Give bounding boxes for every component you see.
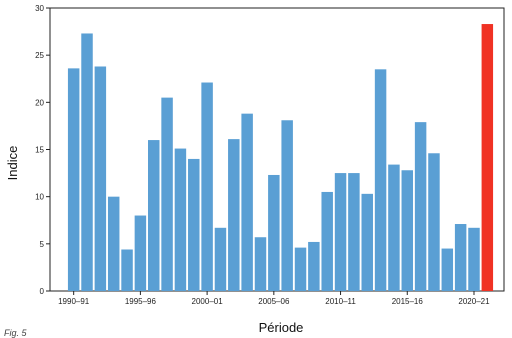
bar-1991–92 (81, 33, 93, 291)
bar-2021–22 (481, 24, 494, 291)
y-tick-label-30: 30 (35, 4, 44, 13)
bar-1998–99 (174, 148, 187, 291)
bar-2001–02 (214, 227, 227, 291)
y-tick-label-5: 5 (40, 240, 45, 249)
x-tick-label-2020–21: 2020–21 (458, 297, 490, 306)
bar-2003–04 (241, 113, 253, 292)
bar-1999–00 (188, 158, 200, 291)
y-axis-ticks: 0 5 10 15 20 25 30 (35, 4, 50, 296)
bar-2005–06 (268, 174, 280, 291)
bar-1995–96 (134, 215, 147, 291)
y-axis-title: Indice (5, 146, 20, 181)
x-tick-label-1995–96: 1995–96 (125, 297, 157, 306)
y-tick-label-15: 15 (35, 146, 44, 155)
y-tick-label-20: 20 (35, 98, 44, 107)
bar-2014–15 (388, 164, 400, 291)
bar-2004–05 (254, 237, 267, 291)
bar-2016–17 (414, 122, 427, 291)
bar-2018–19 (441, 248, 454, 291)
bar-2020–21 (468, 227, 480, 291)
y-tick-label-10: 10 (35, 193, 44, 202)
bar-2000–01 (201, 82, 213, 292)
bar-2019–20 (454, 224, 467, 291)
x-tick-label-2000–01: 2000–01 (192, 297, 224, 306)
x-axis-title: Période (259, 320, 304, 335)
y-tick-label-25: 25 (35, 51, 44, 60)
bar-2017–18 (428, 153, 440, 291)
bar-2002–03 (228, 139, 240, 291)
bar-2010–11 (334, 173, 347, 291)
x-axis-ticks: 1990–91 1995–96 2000–01 2005–06 2010–11 2015–… (58, 291, 490, 306)
bar-2009–10 (321, 191, 333, 291)
x-tick-label-2005–06: 2005–06 (258, 297, 290, 306)
bar-2011–12 (348, 173, 360, 291)
bar-2013–14 (374, 69, 387, 291)
bar-1994–95 (121, 249, 133, 291)
bar-1992–93 (94, 66, 107, 292)
bar-2008–09 (308, 241, 320, 291)
bars (67, 24, 494, 292)
figure-caption: Fig. 5 (4, 328, 27, 338)
bar-1993–94 (107, 196, 120, 291)
x-tick-label-1990–91: 1990–91 (58, 297, 90, 306)
x-tick-label-2010–11: 2010–11 (325, 297, 356, 306)
bar-2007–08 (294, 247, 307, 291)
bar-2012–13 (361, 193, 373, 291)
bar-1990–91 (67, 68, 80, 292)
bar-2006–07 (281, 120, 293, 291)
x-tick-label-2015–16: 2015–16 (392, 297, 424, 306)
bar-1996–97 (148, 140, 160, 291)
bar-1997–98 (161, 97, 173, 292)
y-tick-label-0: 0 (40, 287, 45, 296)
bar-2015–16 (401, 170, 414, 291)
